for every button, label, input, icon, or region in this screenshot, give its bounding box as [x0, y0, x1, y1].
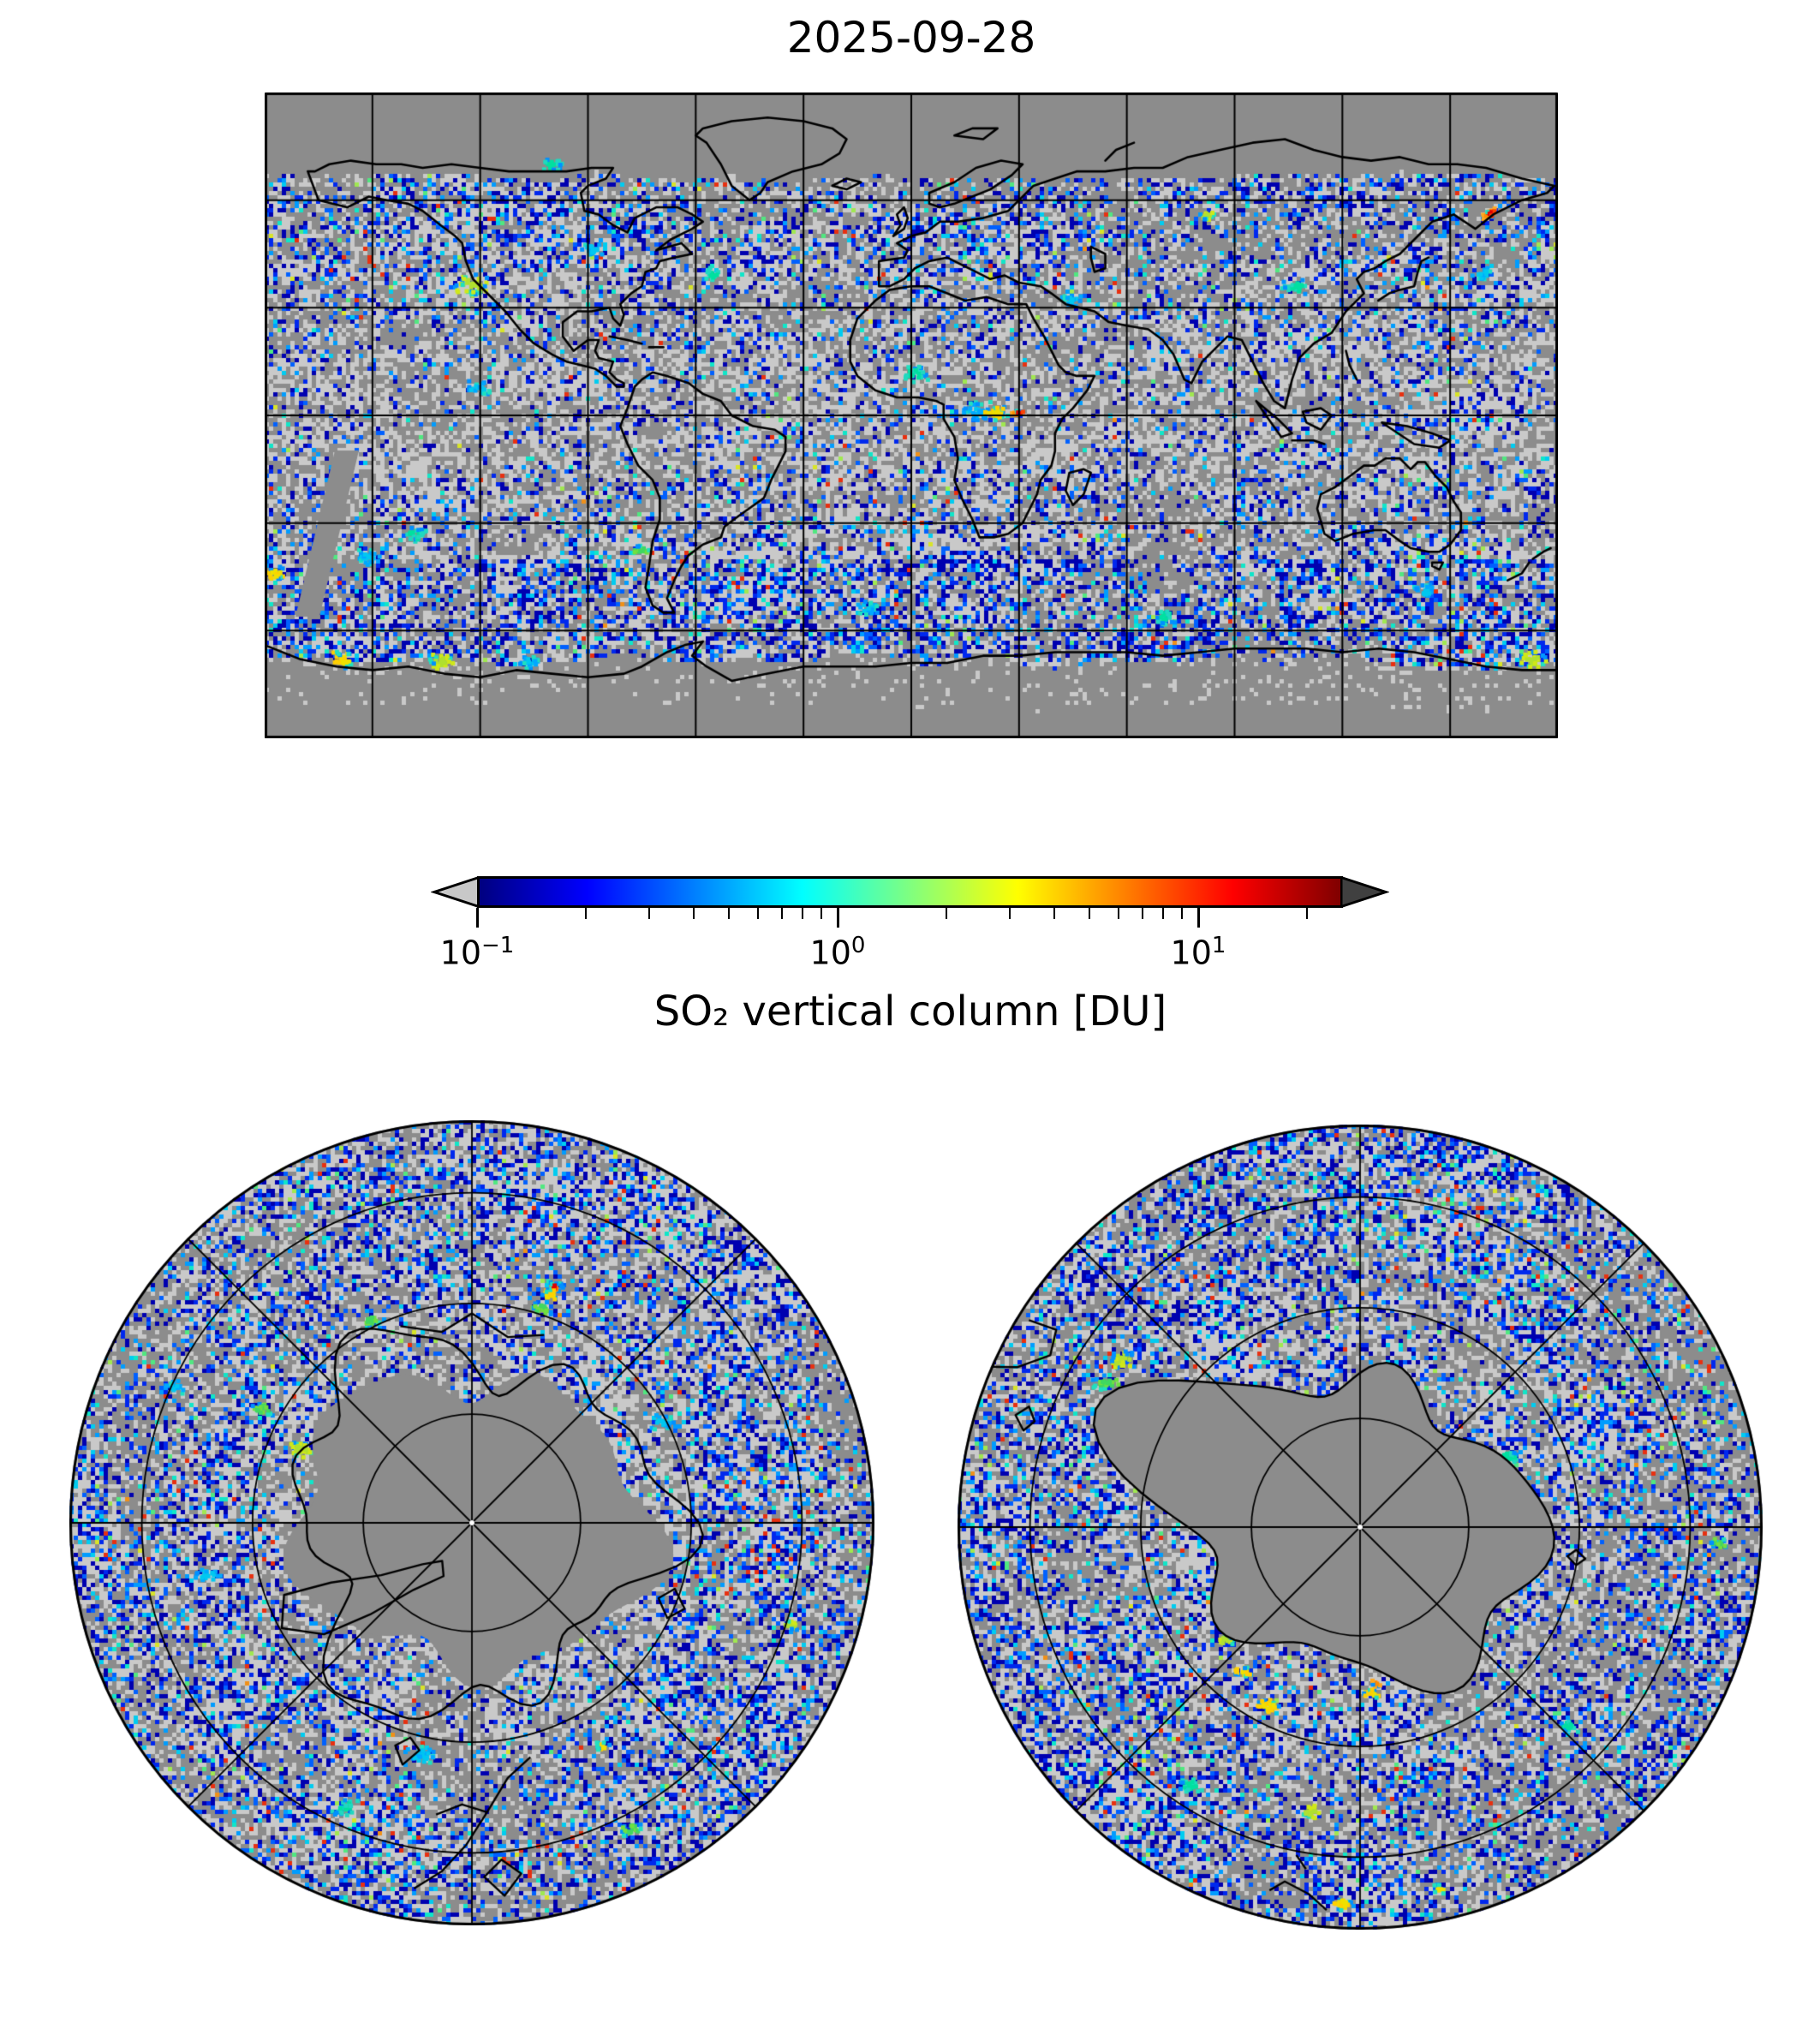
colorbar-gradient: [477, 876, 1343, 908]
colorbar-minor-tick: [584, 908, 587, 919]
colorbar-minor-tick: [1089, 908, 1091, 919]
colorbar-minor-tick: [1305, 908, 1308, 919]
colorbar-minor-tick: [945, 908, 947, 919]
arctic-so2-map-canvas: [69, 1120, 874, 1925]
figure-title: 2025-09-28: [786, 13, 1036, 63]
colorbar-major-tick: [1197, 908, 1200, 928]
colorbar-major-tick: [837, 908, 839, 928]
antarctic-so2-map-canvas: [958, 1125, 1763, 1930]
colorbar-minor-tick: [1141, 908, 1143, 919]
colorbar-minor-tick: [1180, 908, 1183, 919]
colorbar-minor-tick: [728, 908, 731, 919]
colorbar-tick-label-0.1: 10−1: [439, 933, 515, 972]
colorbar-minor-tick: [647, 908, 650, 919]
colorbar-tick-label-10: 101: [1170, 933, 1226, 972]
colorbar-minor-tick: [1008, 908, 1011, 919]
colorbar-axis-label: SO₂ vertical column [DU]: [653, 988, 1167, 1035]
colorbar-minor-tick: [1117, 908, 1119, 919]
colorbar-tick-label-1: 100: [809, 933, 866, 972]
colorbar-under-arrow-icon: [431, 876, 480, 908]
colorbar-major-tick: [476, 908, 479, 928]
colorbar-minor-tick: [780, 908, 783, 919]
colorbar-minor-tick: [693, 908, 695, 919]
colorbar-minor-tick: [1162, 908, 1165, 919]
global-so2-map-canvas: [265, 92, 1558, 738]
colorbar: 10−1 100 101 SO₂ vertical column [DU]: [431, 876, 1394, 1073]
colorbar-minor-tick: [820, 908, 822, 919]
colorbar-minor-tick: [756, 908, 759, 919]
colorbar-over-arrow-icon: [1340, 876, 1389, 908]
colorbar-minor-tick: [802, 908, 804, 919]
colorbar-minor-tick: [1053, 908, 1056, 919]
